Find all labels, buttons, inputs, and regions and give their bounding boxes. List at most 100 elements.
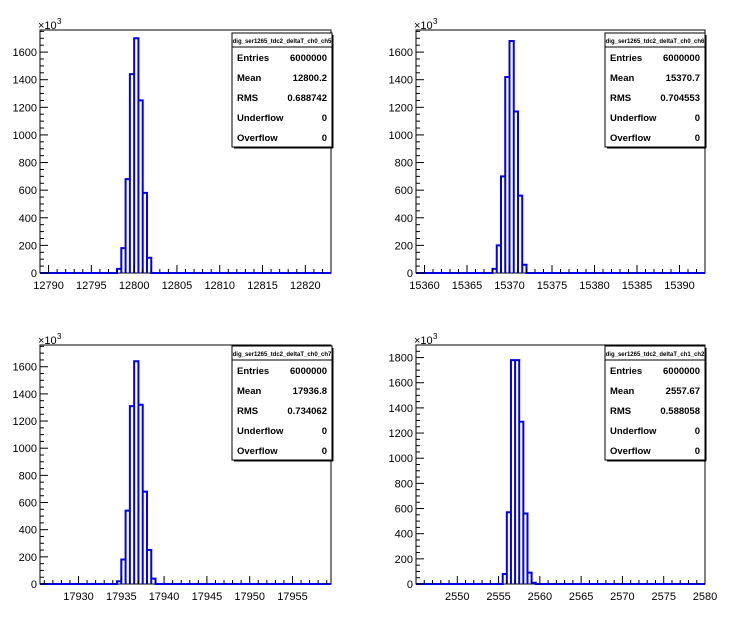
y-tick-label: 800 [19, 158, 37, 170]
x-tick-label: 12800 [119, 280, 150, 292]
stats-mean-label: Mean [610, 73, 634, 84]
y-tick-label: 600 [19, 498, 37, 510]
stats-box-frame [231, 32, 333, 148]
y-tick-label: 400 [19, 213, 37, 225]
x-tick-label: 12790 [33, 280, 64, 292]
stats-underflow-value: 0 [695, 113, 700, 124]
y-tick-label: 0 [31, 268, 37, 280]
y-tick-label: 0 [407, 268, 413, 280]
y-tick-label: 200 [19, 240, 37, 252]
stats-mean-label: Mean [610, 386, 634, 397]
y-tick-label: 1200 [13, 102, 37, 114]
y-tick-label: 400 [395, 529, 413, 541]
stats-box: dig_ser1265_tdc2_deltaT_ch0_ch5 Entries 60… [231, 32, 334, 149]
stats-underflow-value: 0 [322, 113, 327, 124]
x-tick-label: 2560 [528, 591, 552, 603]
y-tick-label: 1000 [389, 453, 413, 465]
y-tick-label: 0 [31, 579, 37, 591]
stats-entries-label: Entries [610, 366, 642, 377]
x-tick-label: 2555 [486, 591, 510, 603]
y-tick-label: 1200 [13, 416, 37, 428]
y-exponent-base: ×10 [38, 20, 57, 32]
y-tick-label: 600 [395, 185, 413, 197]
stats-underflow-label: Underflow [610, 113, 657, 124]
stats-rms-label: RMS [237, 93, 258, 104]
y-tick-label: 1000 [13, 130, 37, 142]
x-tick-label: 17945 [192, 591, 223, 603]
stats-entries-label: Entries [237, 53, 269, 64]
y-tick-label: 800 [395, 478, 413, 490]
stats-underflow-value: 0 [695, 426, 700, 437]
stats-overflow-label: Overflow [237, 446, 278, 457]
x-tick-label: 2580 [693, 591, 717, 603]
x-tick-label: 2550 [445, 591, 469, 603]
y-tick-label: 600 [19, 185, 37, 197]
stats-mean-value: 15370.7 [666, 73, 700, 84]
stats-box-frame [604, 32, 706, 148]
stats-rms-label: RMS [610, 406, 631, 417]
y-tick-label: 1600 [389, 378, 413, 390]
y-tick-label: 1600 [13, 47, 37, 59]
x-tick-label: 12810 [204, 280, 235, 292]
histogram-line [40, 360, 331, 585]
stats-entries-label: Entries [610, 53, 642, 64]
y-tick-label: 1800 [389, 353, 413, 365]
stats-mean-value: 12800.2 [293, 73, 327, 84]
stats-box: dig_ser1265_tdc2_deltaT_ch0_ch7 Entries 60… [231, 345, 334, 462]
y-exponent: 3 [57, 17, 62, 26]
x-tick-label: 17955 [277, 591, 308, 603]
stats-entries-label: Entries [237, 366, 269, 377]
histogram-panel-2: 15360 15365 15370 15375 15380 15385 15390 0 200 4… [389, 17, 707, 292]
stats-title: dig_ser1265_tdc2_deltaT_ch1_ch2 [606, 352, 705, 358]
stats-rms-label: RMS [610, 93, 631, 104]
stats-entries-value: 6000000 [663, 53, 700, 64]
stats-underflow-label: Underflow [237, 426, 284, 437]
x-tick-label: 2575 [651, 591, 675, 603]
x-tick-label: 15360 [409, 280, 440, 292]
stats-title: dig_ser1265_tdc2_deltaT_ch0_ch5 [233, 39, 332, 45]
stats-underflow-label: Underflow [237, 113, 284, 124]
x-tick-label: 12820 [290, 280, 321, 292]
y-tick-label: 1600 [389, 47, 413, 59]
x-tick-label: 12805 [162, 280, 193, 292]
stats-entries-value: 6000000 [290, 53, 327, 64]
y-tick-label: 1000 [13, 443, 37, 455]
stats-rms-value: 0.734062 [287, 406, 327, 417]
y-tick-label: 800 [19, 470, 37, 482]
x-tick-label: 15375 [537, 280, 568, 292]
x-tick-label: 15385 [622, 280, 653, 292]
stats-mean-value: 17936.8 [293, 386, 327, 397]
y-exponent-base: ×10 [38, 335, 57, 347]
stats-overflow-label: Overflow [237, 133, 278, 144]
y-exponent-base: ×10 [414, 335, 433, 347]
stats-mean-label: Mean [237, 73, 261, 84]
stats-rms-value: 0.588058 [660, 406, 700, 417]
x-tick-label: 12795 [76, 280, 107, 292]
x-tick-label: 2565 [569, 591, 593, 603]
x-tick-label: 15365 [452, 280, 483, 292]
stats-box-frame [231, 345, 333, 461]
x-tick-label: 17940 [149, 591, 180, 603]
y-exponent: 3 [433, 17, 438, 26]
y-tick-label: 1200 [389, 102, 413, 114]
y-tick-label: 800 [395, 158, 413, 170]
x-tick-label: 2570 [610, 591, 634, 603]
y-tick-label: 1600 [13, 362, 37, 374]
stats-box: dig_ser1265_tdc2_deltaT_ch1_ch2 Entries 60… [604, 345, 707, 462]
stats-mean-label: Mean [237, 386, 261, 397]
y-exponent: 3 [433, 332, 438, 341]
stats-rms-label: RMS [237, 406, 258, 417]
y-tick-label: 1400 [389, 403, 413, 415]
stats-overflow-value: 0 [695, 133, 700, 144]
x-tick-label: 12815 [247, 280, 278, 292]
x-tick-label: 17950 [234, 591, 265, 603]
stats-rms-value: 0.704553 [660, 93, 700, 104]
y-tick-label: 1400 [13, 75, 37, 87]
x-tick-label: 17930 [63, 591, 94, 603]
stats-box: dig_ser1265_tdc2_deltaT_ch0_ch6 Entries 60… [604, 32, 707, 149]
y-tick-label: 1000 [389, 130, 413, 142]
y-tick-label: 1400 [13, 389, 37, 401]
x-tick-label: 15390 [664, 280, 695, 292]
stats-title: dig_ser1265_tdc2_deltaT_ch0_ch7 [233, 352, 332, 358]
